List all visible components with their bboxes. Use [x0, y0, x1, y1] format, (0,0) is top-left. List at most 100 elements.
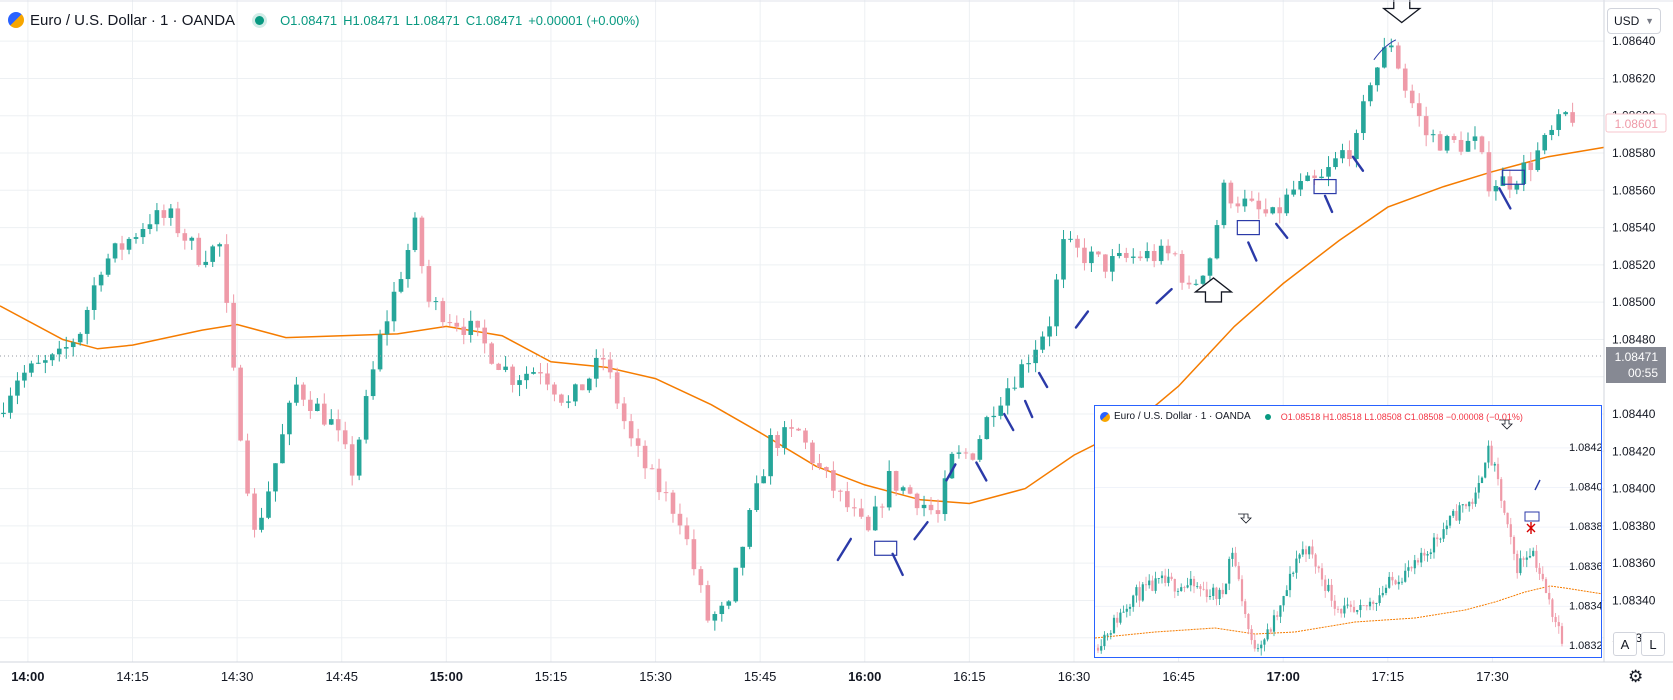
candle: [810, 440, 815, 471]
time-tick-label: 17:15: [1372, 669, 1405, 684]
inset-candle: [1493, 461, 1496, 472]
market-status-icon[interactable]: [255, 15, 265, 25]
time-tick-label: 15:45: [744, 669, 777, 684]
candle: [91, 277, 97, 320]
inset-candle: [1541, 566, 1544, 582]
candle: [754, 475, 759, 512]
inset-candle: [1551, 598, 1554, 623]
inset-candle: [1240, 575, 1244, 607]
candle: [970, 452, 976, 461]
time-axis[interactable]: 14:00 14:15 14:30 14:45 15:00 15:15 15:30 15:45…: [11, 669, 1508, 684]
candle: [935, 499, 941, 523]
prev-close-text: 1.08601: [1615, 117, 1659, 131]
inset-cross-icon: [1526, 522, 1536, 534]
candle: [426, 259, 432, 308]
time-tick-label: 17:00: [1267, 669, 1300, 684]
candle: [1207, 257, 1213, 283]
inset-candle: [1250, 625, 1253, 645]
inset-candle: [1330, 578, 1333, 607]
candle: [949, 451, 955, 480]
candle: [726, 600, 732, 610]
inset-candle: [1317, 565, 1320, 573]
inset-candle: [1279, 605, 1282, 624]
candle: [63, 336, 69, 359]
candle: [1298, 173, 1303, 197]
inset-candle: [1413, 554, 1416, 575]
inset-candle: [1445, 520, 1448, 535]
price-tick-label: 1.08340: [1612, 593, 1656, 607]
inset-candle: [1096, 644, 1100, 654]
candle: [817, 454, 822, 470]
trend-stroke: [836, 537, 853, 562]
gear-icon[interactable]: ⚙: [1628, 667, 1644, 686]
candle: [531, 367, 536, 375]
candle: [663, 481, 669, 502]
inset-candle: [1375, 602, 1378, 612]
currency-button[interactable]: USD ▼: [1607, 8, 1661, 34]
trend-stroke: [913, 520, 929, 541]
candle: [1277, 197, 1283, 224]
trend-stroke: [1023, 399, 1034, 419]
candle: [1528, 152, 1534, 182]
inset-candle: [1372, 600, 1375, 611]
inset-candle: [1301, 541, 1304, 558]
inset-candle: [1388, 572, 1391, 589]
candle: [524, 366, 529, 389]
inset-candle: [1208, 589, 1212, 600]
ohlc-change: +0.00001 (+0.00%): [528, 12, 640, 28]
candle: [545, 363, 550, 391]
symbol-logo-icon: [8, 12, 24, 28]
setup-box: [1236, 219, 1260, 236]
prev-close-label: 1.08601: [1605, 113, 1667, 133]
candle: [1409, 84, 1415, 109]
candle: [77, 332, 83, 346]
ohlc-high: H1.08471: [343, 12, 400, 28]
candle: [1005, 378, 1011, 415]
candle: [649, 464, 655, 470]
candle: [454, 315, 460, 332]
inset-candle: [1532, 547, 1535, 557]
candle: [1012, 376, 1018, 391]
inset-candle: [1295, 550, 1298, 579]
inset-candle: [1151, 575, 1154, 592]
candle: [1326, 156, 1331, 187]
auto-scale-button[interactable]: A: [1613, 632, 1637, 656]
inset-candle: [1560, 622, 1564, 647]
candle: [1319, 169, 1324, 179]
candle: [175, 201, 181, 238]
ohlc-open: O1.08471: [280, 12, 338, 28]
inset-candle: [1381, 585, 1384, 598]
candle: [1221, 179, 1227, 229]
candle: [977, 435, 983, 463]
log-scale-button[interactable]: L: [1641, 632, 1665, 656]
inset-chart-canvas: 1.08420 1.08400 1.08380 1.08360 1.08340 1.083…: [1095, 419, 1601, 656]
inset-candle: [1420, 547, 1423, 568]
moving-average: [0, 146, 1605, 505]
inset-candle: [1506, 512, 1509, 528]
candle: [133, 233, 139, 244]
inset-candle: [1397, 575, 1400, 590]
candle: [1458, 131, 1464, 156]
inset-candle: [1535, 545, 1538, 573]
symbol-header[interactable]: Euro / U.S. Dollar · 1 · OANDA O1.08471 …: [8, 9, 640, 31]
candle: [245, 433, 250, 497]
time-tick-label: 15:15: [535, 669, 568, 684]
inset-candle: [1253, 633, 1256, 652]
candle: [259, 507, 264, 533]
inset-candle: [1285, 585, 1288, 597]
inset-candle: [1452, 509, 1455, 518]
candle: [1395, 42, 1401, 70]
inset-candle: [1416, 557, 1420, 566]
candle: [140, 223, 146, 244]
candle: [858, 498, 864, 519]
trend-stroke: [1003, 412, 1015, 432]
symbol-title[interactable]: Euro / U.S. Dollar · 1 · OANDA: [30, 11, 236, 29]
candle: [335, 409, 341, 442]
candle: [1451, 133, 1457, 144]
candle: [677, 503, 683, 535]
candle: [1033, 340, 1038, 373]
candle: [1096, 251, 1101, 258]
inset-arrow-icon: [1499, 419, 1513, 430]
